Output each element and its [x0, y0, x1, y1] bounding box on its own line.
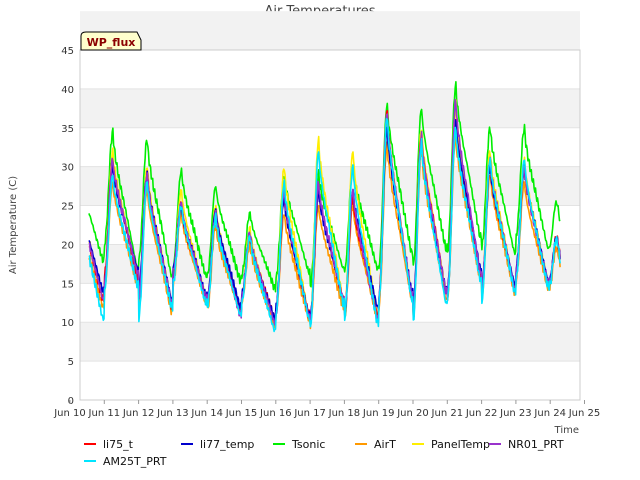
y-tick-label: 10: [61, 318, 74, 329]
legend-label: PanelTemp: [431, 438, 490, 451]
x-tick-label: Jun 18: [328, 408, 361, 419]
y-tick-label: 25: [61, 202, 74, 213]
x-tick-label: Jun 14: [190, 408, 223, 419]
grid-bands: [80, 11, 580, 362]
legend-item-paneltemp: PanelTemp: [412, 438, 490, 451]
x-tick-label: Jun 10: [53, 408, 86, 419]
legend-item-nr01_prt: NR01_PRT: [489, 438, 564, 451]
x-tick-label: Jun 20: [396, 408, 429, 419]
y-tick-label: 45: [61, 46, 74, 57]
x-tick-label: Jun 23: [499, 408, 532, 419]
x-ticks: Jun 10 Jun 11 Jun 12 Jun 13 Jun 14 Jun 15 Jun …: [53, 400, 600, 419]
grid-band: [80, 322, 580, 362]
plot-frame: [79, 49, 581, 401]
x-tick-label: Jun 11: [88, 408, 121, 419]
series-layer: [88, 81, 561, 333]
grid-band: [80, 11, 580, 50]
y-tick-label: 0: [68, 396, 74, 407]
x-tick-label: Jun 12: [122, 408, 155, 419]
x-axis-label: Time: [554, 425, 579, 436]
legend-label: AirT: [374, 438, 396, 451]
grid-band: [80, 88, 580, 128]
legend-item-airt: AirT: [355, 438, 396, 451]
x-tick-label: Jun 16: [259, 408, 292, 419]
y-tick-label: 5: [68, 357, 74, 368]
legend-label: li77_temp: [200, 438, 254, 451]
x-tick-label: Jun 19: [362, 408, 395, 419]
legend-label: NR01_PRT: [508, 438, 564, 451]
x-tick-label: Jun 22: [465, 408, 498, 419]
legend-label: AM25T_PRT: [103, 455, 167, 468]
x-tick-label: Jun 24: [533, 408, 566, 419]
legend: li75_t li77_temp Tsonic AirT PanelTemp NR01_P…: [84, 438, 564, 468]
station-badge-label: WP_flux: [87, 36, 136, 49]
legend-item-tsonic: Tsonic: [273, 438, 325, 451]
y-tick-label: 15: [61, 279, 74, 290]
legend-item-li75_t: li75_t: [84, 438, 134, 451]
y-tick-label: 40: [61, 85, 74, 96]
y-tick-label: 30: [61, 163, 74, 174]
legend-label: li75_t: [103, 438, 134, 451]
legend-item-am25t_prt: AM25T_PRT: [84, 455, 167, 468]
y-tick-label: 35: [61, 124, 74, 135]
y-ticks: 0 5 10 15 20 25 30 35 40 45: [61, 46, 74, 407]
series-line-am25t_prt: [88, 118, 561, 333]
x-tick-label: Jun 13: [156, 408, 189, 419]
legend-label: Tsonic: [291, 438, 325, 451]
x-tick-label: Jun 17: [293, 408, 326, 419]
x-tick-label: Jun 21: [431, 408, 464, 419]
legend-item-li77_temp: li77_temp: [181, 438, 254, 451]
x-tick-label: Jun 15: [225, 408, 258, 419]
y-tick-label: 20: [61, 240, 74, 251]
x-tick-label: Jun 25: [568, 408, 601, 419]
station-badge: WP_flux: [80, 31, 142, 51]
y-axis-label: Air Temperature (C): [8, 176, 19, 274]
